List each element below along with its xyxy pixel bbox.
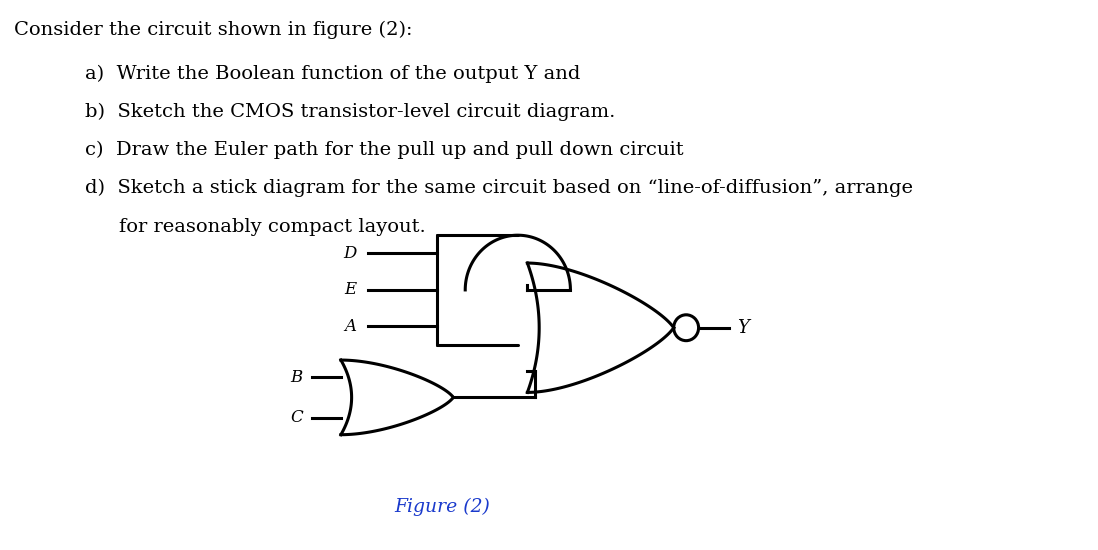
Text: a)  Write the Boolean function of the output Y and: a) Write the Boolean function of the out… — [86, 64, 581, 82]
Text: E: E — [344, 282, 356, 299]
Text: D: D — [343, 245, 356, 262]
Text: Figure (2): Figure (2) — [394, 498, 491, 516]
Text: d)  Sketch a stick diagram for the same circuit based on “line-of-diffusion”, ar: d) Sketch a stick diagram for the same c… — [86, 179, 914, 197]
Text: for reasonably compact layout.: for reasonably compact layout. — [119, 218, 426, 235]
Text: b)  Sketch the CMOS transistor-level circuit diagram.: b) Sketch the CMOS transistor-level circ… — [86, 103, 616, 121]
Text: B: B — [290, 368, 303, 386]
Text: Consider the circuit shown in figure (2):: Consider the circuit shown in figure (2)… — [14, 20, 413, 39]
Text: Y: Y — [737, 319, 749, 337]
Text: C: C — [290, 409, 303, 426]
Text: A: A — [344, 318, 356, 335]
Text: c)  Draw the Euler path for the pull up and pull down circuit: c) Draw the Euler path for the pull up a… — [86, 141, 684, 159]
